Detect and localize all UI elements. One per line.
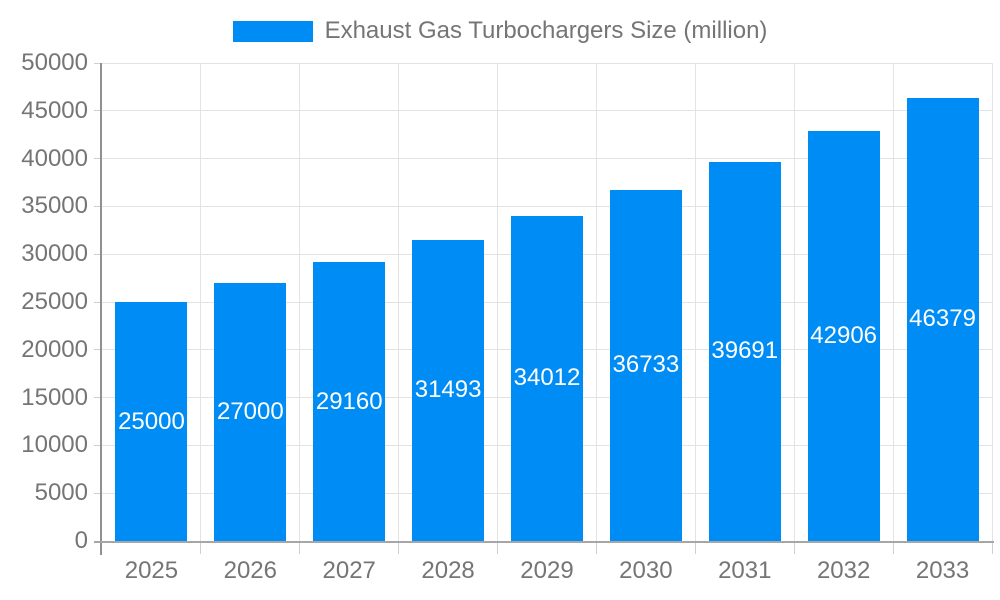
y-gridline <box>102 62 992 64</box>
y-axis-label: 50000 <box>21 49 88 76</box>
y-axis-tick <box>94 397 102 399</box>
y-axis-label: 0 <box>74 527 88 554</box>
bar[interactable]: 27000 <box>214 282 287 541</box>
x-gridline <box>497 63 499 541</box>
bar-value-label: 27000 <box>216 397 284 425</box>
x-axis-tick <box>694 541 696 554</box>
x-axis-label: 2030 <box>619 557 673 584</box>
x-axis-tick <box>497 541 499 554</box>
y-axis-label: 45000 <box>21 96 88 124</box>
x-gridline <box>398 63 400 541</box>
bar[interactable]: 39691 <box>708 161 781 541</box>
x-axis-tick <box>892 541 894 554</box>
x-axis-line <box>94 541 994 543</box>
x-axis-tick <box>991 541 993 554</box>
y-axis-tick <box>94 253 102 255</box>
y-axis-tick <box>94 349 102 351</box>
x-axis-tick <box>793 541 795 554</box>
bar-value-label: 31493 <box>414 376 482 404</box>
x-axis-label: 2025 <box>124 557 179 584</box>
x-gridline <box>595 63 597 541</box>
y-axis-tick <box>94 492 102 494</box>
y-axis-tick <box>94 62 102 64</box>
bar-value-label: 42906 <box>810 321 878 349</box>
bar[interactable]: 29160 <box>313 262 386 541</box>
bar[interactable]: 31493 <box>412 239 485 541</box>
legend-swatch-icon <box>232 20 313 42</box>
x-axis-tick <box>595 541 597 554</box>
y-axis-tick <box>94 158 102 160</box>
x-axis-label: 2033 <box>915 557 970 584</box>
y-axis-tick <box>94 110 102 112</box>
bar[interactable]: 25000 <box>115 302 188 541</box>
y-axis-label: 40000 <box>21 144 88 172</box>
y-axis-label: 5000 <box>34 479 88 507</box>
y-axis-label: 15000 <box>21 383 88 411</box>
y-gridline <box>102 110 992 112</box>
x-gridline <box>991 63 993 541</box>
x-axis-tick <box>200 541 202 554</box>
bar-value-label: 25000 <box>118 407 185 435</box>
x-axis-label: 2031 <box>718 557 772 584</box>
bar-value-label: 46379 <box>909 305 976 333</box>
y-axis-label: 35000 <box>21 192 88 220</box>
y-axis-label: 20000 <box>21 335 88 363</box>
bar[interactable]: 46379 <box>906 97 979 541</box>
x-axis-label: 2029 <box>520 557 574 584</box>
y-gridline <box>102 158 992 160</box>
x-axis-tick <box>398 541 400 554</box>
x-gridline <box>299 63 301 541</box>
bar-value-label: 39691 <box>711 337 779 365</box>
bar-value-label: 36733 <box>612 351 680 379</box>
x-gridline <box>694 63 696 541</box>
bar-value-label: 29160 <box>315 387 383 415</box>
bar[interactable]: 42906 <box>807 130 880 541</box>
x-axis-label: 2032 <box>816 557 871 584</box>
y-axis-tick <box>94 444 102 446</box>
y-axis-label: 10000 <box>21 431 88 459</box>
y-axis-tick <box>94 205 102 207</box>
x-gridline <box>793 63 795 541</box>
x-axis-label: 2026 <box>223 557 277 584</box>
x-axis-tick <box>299 541 301 554</box>
y-gridline <box>102 205 992 207</box>
bar[interactable]: 34012 <box>511 215 583 541</box>
y-axis-label: 25000 <box>21 288 88 315</box>
bar[interactable]: 36733 <box>609 189 682 541</box>
x-axis-label: 2028 <box>421 557 475 584</box>
x-gridline <box>200 63 202 541</box>
y-axis-line <box>100 63 102 555</box>
y-axis-tick <box>94 301 102 303</box>
y-axis-label: 30000 <box>21 240 88 268</box>
bar-value-label: 34012 <box>513 364 581 392</box>
x-gridline <box>892 63 894 541</box>
legend-label: Exhaust Gas Turbochargers Size (million) <box>324 17 768 44</box>
legend[interactable]: Exhaust Gas Turbochargers Size (million) <box>0 12 1000 50</box>
x-axis-label: 2027 <box>322 557 376 584</box>
